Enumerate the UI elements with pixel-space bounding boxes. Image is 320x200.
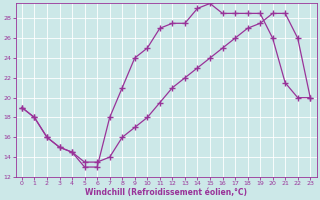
- X-axis label: Windchill (Refroidissement éolien,°C): Windchill (Refroidissement éolien,°C): [85, 188, 247, 197]
